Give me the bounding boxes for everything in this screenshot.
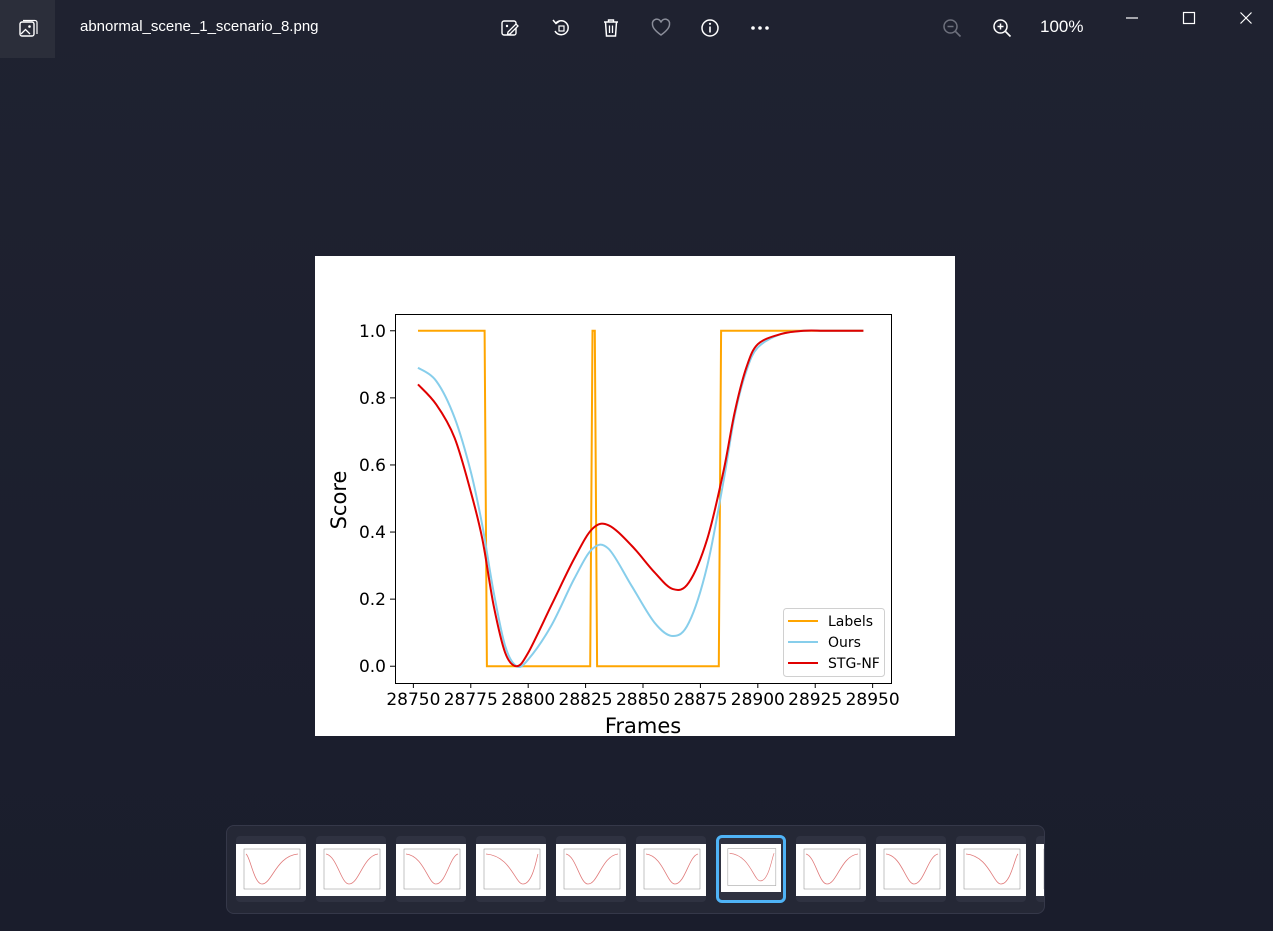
maximize-button[interactable]	[1166, 4, 1212, 32]
thumbnail-image	[476, 844, 546, 896]
x-axis-label: Frames	[605, 714, 681, 736]
legend-entry: Labels	[828, 614, 873, 630]
edit-button[interactable]	[495, 14, 525, 42]
info-icon	[701, 19, 719, 37]
thumbnail-image	[396, 844, 466, 896]
x-tick-label: 28800	[501, 690, 555, 710]
thumbnail-image	[316, 844, 386, 896]
title-bar: abnormal_scene_1_scenario_8.png	[0, 0, 1273, 58]
rotate-icon	[552, 19, 569, 36]
filmstrip-thumbnail[interactable]	[876, 836, 946, 902]
zoom-out-button[interactable]	[937, 14, 967, 42]
filmstrip-thumbnail[interactable]	[1036, 836, 1044, 902]
thumbnail-image	[956, 844, 1026, 896]
delete-button[interactable]	[596, 14, 626, 42]
x-tick-label: 28825	[559, 690, 613, 710]
favorite-button[interactable]	[646, 14, 676, 42]
legend-box	[783, 608, 885, 677]
legend-entry: Ours	[828, 635, 861, 651]
y-tick-label: 0.0	[359, 657, 386, 677]
info-button[interactable]	[695, 14, 725, 42]
x-tick-label: 28875	[673, 690, 727, 710]
x-tick-label: 28850	[616, 690, 670, 710]
close-button[interactable]	[1223, 4, 1269, 32]
filmstrip-thumbnail[interactable]	[956, 836, 1026, 902]
legend: Labels Ours STG-NF	[783, 608, 885, 677]
maximize-icon	[1182, 11, 1196, 25]
zoom-in-icon	[993, 19, 1012, 38]
filmstrip-thumbnail[interactable]	[396, 836, 466, 902]
thumbnail-image	[796, 844, 866, 896]
filmstrip-thumbnail[interactable]	[556, 836, 626, 902]
filmstrip-thumbnail[interactable]	[236, 836, 306, 902]
y-tick-label: 0.8	[359, 389, 386, 409]
y-axis-label: Score	[327, 471, 351, 530]
filmstrip	[226, 825, 1045, 914]
image-canvas[interactable]: 28750 28775 28800 28825 28850 28875 28900 28925…	[315, 256, 955, 738]
filmstrip-thumbnail[interactable]	[796, 836, 866, 902]
delete-icon	[604, 19, 618, 37]
thumbnail-image	[876, 844, 946, 896]
favorite-icon	[651, 18, 671, 36]
thumbnail-image	[1036, 844, 1044, 896]
y-tick-label: 0.2	[359, 590, 386, 610]
zoom-level[interactable]: 100%	[1040, 17, 1084, 36]
thumbnail-image	[556, 844, 626, 896]
filmstrip-thumbnail[interactable]	[636, 836, 706, 902]
edit-icon	[501, 20, 519, 36]
window-title: abnormal_scene_1_scenario_8.png	[80, 18, 319, 35]
thumbnail-image	[636, 844, 706, 896]
filmstrip-thumbnail[interactable]	[316, 836, 386, 902]
x-tick-label: 28925	[788, 690, 842, 710]
gallery-icon	[18, 19, 38, 37]
filmstrip-thumbnail[interactable]	[716, 835, 786, 903]
minimize-button[interactable]	[1109, 4, 1155, 32]
x-tick-label: 28950	[846, 690, 900, 710]
legend-entry: STG-NF	[828, 656, 880, 672]
filmstrip-thumbnail[interactable]	[476, 836, 546, 902]
y-tick-label: 1.0	[359, 322, 386, 342]
zoom-in-button[interactable]	[987, 14, 1017, 42]
thumbnail-image	[721, 844, 781, 892]
y-tick-label: 0.6	[359, 456, 386, 476]
zoom-out-icon	[943, 19, 962, 38]
ours-series	[417, 329, 864, 669]
score-chart: 28750 28775 28800 28825 28850 28875 28900 28925…	[327, 314, 900, 738]
more-button[interactable]	[745, 14, 775, 42]
stg-nf-series	[417, 329, 864, 668]
gallery-button[interactable]	[0, 0, 55, 58]
x-tick-label: 28775	[444, 690, 498, 710]
x-tick-label: 28900	[731, 690, 785, 710]
x-tick-label: 28750	[386, 690, 440, 710]
labels-series	[418, 329, 864, 668]
close-icon	[1240, 12, 1252, 24]
more-icon	[751, 26, 769, 30]
thumbnail-image	[236, 844, 306, 896]
y-tick-label: 0.4	[359, 523, 386, 543]
rotate-button[interactable]	[546, 14, 576, 42]
minimize-icon	[1126, 17, 1138, 19]
